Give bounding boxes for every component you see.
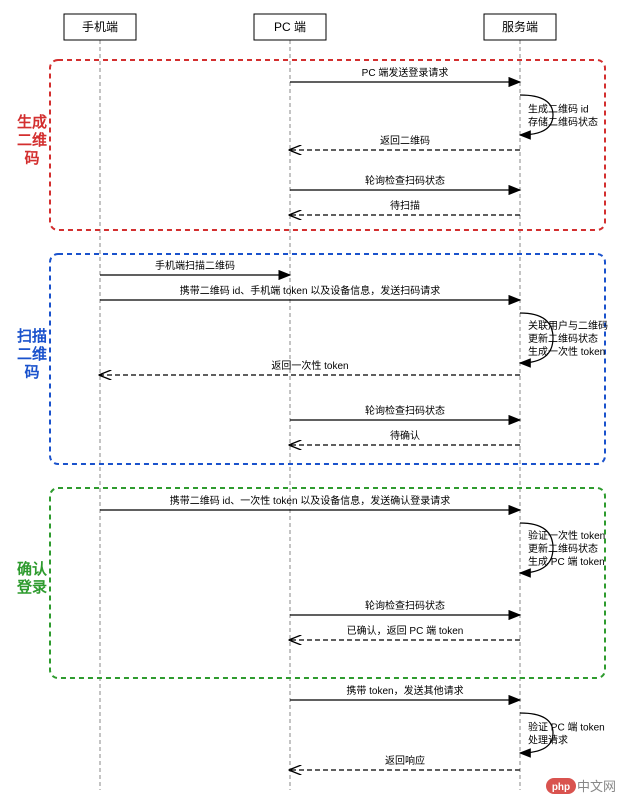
actor-label-mobile: 手机端 [82,20,118,34]
message-label: 轮询检查扫码状态 [365,599,445,612]
phase-label-gen: 生成 [17,113,47,131]
self-note-text: 处理请求 [528,734,568,747]
actor-label-server: 服务端 [502,19,538,34]
phase-label-confirm: 确认 [17,560,48,578]
phase-label-gen: 码 [24,150,39,167]
phase-label-gen: 二维 [17,131,47,149]
message-label: 待确认 [390,429,420,442]
message-label: 轮询检查扫码状态 [365,404,445,417]
phase-label-scan: 二维 [17,345,47,363]
actor-label-pc: PC 端 [274,20,306,34]
message-label: 携带二维码 id、手机端 token 以及设备信息，发送扫码请求 [180,284,441,297]
svg-text:中文网: 中文网 [577,779,616,794]
message-label: 轮询检查扫码状态 [365,174,445,187]
phase-label-confirm: 登录 [16,578,47,596]
message-label: 待扫描 [390,199,420,212]
phase-label-scan: 码 [24,364,39,381]
svg-text:php: php [552,782,570,793]
self-note-text: 验证一次性 token [528,529,605,542]
self-note-text: 生成 PC 端 token [528,555,605,568]
message-label: 返回响应 [385,754,425,767]
phase-label-scan: 扫描 [17,327,47,345]
self-note-text: 更新二维码状态 [528,332,598,345]
self-note-text: 存储二维码状态 [528,116,598,129]
message-label: 返回二维码 [380,134,430,147]
message-label: 返回一次性 token [271,359,348,372]
self-note-text: 更新二维码状态 [528,542,598,555]
message-label: 携带二维码 id、一次性 token 以及设备信息，发送确认登录请求 [170,494,451,507]
self-note-text: 关联用户与二维码 [528,319,608,332]
message-label: 已确认，返回 PC 端 token [347,624,464,637]
self-note-text: 生成二维码 id [528,103,589,116]
message-label: 手机端扫描二维码 [155,259,235,272]
sequence-diagram: 生成二维码扫描二维码确认登录PC 端发送登录请求返回二维码轮询检查扫码状态待扫描… [0,0,621,800]
watermark: php 中文网 [546,778,616,794]
self-note-text: 验证 PC 端 token [528,721,605,734]
message-label: PC 端发送登录请求 [362,66,449,79]
message-label: 携带 token，发送其他请求 [346,684,463,697]
self-note-text: 生成一次性 token [528,345,605,358]
